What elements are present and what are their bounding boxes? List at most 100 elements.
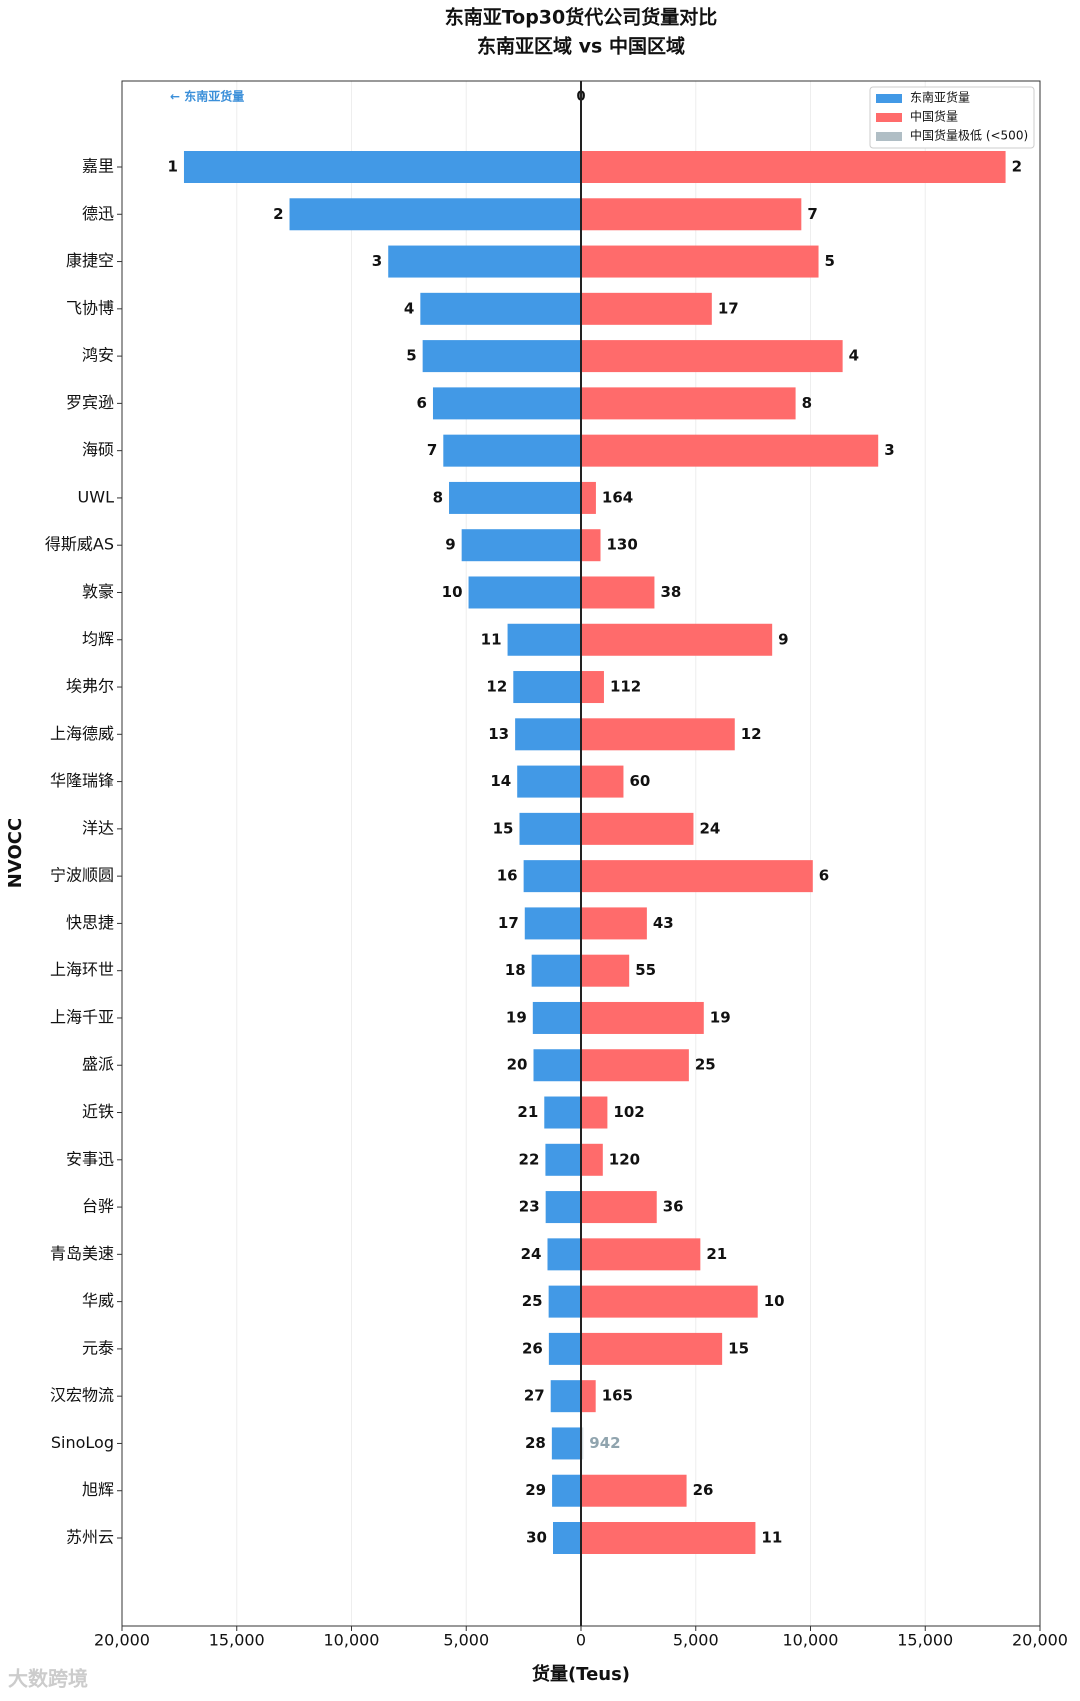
rank-label: 19 <box>710 1008 731 1026</box>
rank-label: 8 <box>433 488 443 506</box>
rank-label: 942 <box>589 1434 620 1452</box>
y-tick-label: 元泰 <box>82 1338 114 1357</box>
rank-label: 21 <box>706 1245 727 1263</box>
rank-label: 24 <box>521 1245 542 1263</box>
bar <box>547 1238 581 1271</box>
y-tick-label: 安事迅 <box>66 1149 114 1168</box>
legend-swatch <box>876 94 902 103</box>
rank-label: 16 <box>497 867 518 885</box>
rank-label: 17 <box>718 299 739 317</box>
y-tick-label: 海硕 <box>82 440 114 459</box>
bar <box>532 1001 581 1034</box>
rank-label: 36 <box>663 1198 684 1216</box>
rank-label: 120 <box>609 1150 640 1168</box>
rank-label: 18 <box>505 961 526 979</box>
rank-label: 4 <box>849 347 859 365</box>
x-tick-label: 0 <box>576 1631 586 1650</box>
y-tick-label: 罗宾逊 <box>66 393 114 412</box>
rank-label: 27 <box>524 1387 545 1405</box>
bar <box>513 671 581 704</box>
bar <box>289 198 581 231</box>
y-tick-label: 埃弗尔 <box>66 677 114 696</box>
rank-label: 112 <box>610 678 641 696</box>
y-tick-label: 快思捷 <box>66 913 114 932</box>
rank-label: 25 <box>695 1056 716 1074</box>
x-tick-label: 20,000 <box>1012 1631 1068 1650</box>
bar <box>581 623 773 656</box>
x-tick-label: 5,000 <box>673 1631 719 1650</box>
rank-label: 165 <box>602 1387 633 1405</box>
bar <box>422 340 581 373</box>
rank-label: 13 <box>488 725 509 743</box>
bar <box>581 1427 584 1460</box>
rank-label: 55 <box>635 961 656 979</box>
bar <box>545 1143 581 1176</box>
rank-label: 10 <box>764 1292 785 1310</box>
rank-label: 14 <box>490 772 511 790</box>
bar <box>183 151 581 183</box>
watermark: 大数跨境 <box>8 1667 88 1691</box>
y-tick-label: 洋达 <box>82 818 114 837</box>
y-tick-label: 苏州云 <box>66 1528 114 1547</box>
chart-title: 东南亚Top30货代公司货量对比 <box>445 6 718 29</box>
rank-label: 9 <box>778 630 788 648</box>
bar <box>553 1522 581 1554</box>
bar <box>548 1332 581 1365</box>
rank-label: 25 <box>522 1292 543 1310</box>
bar <box>581 292 712 325</box>
bar <box>581 954 630 987</box>
y-tick-label: 飞协博 <box>66 298 114 317</box>
bar <box>388 245 581 278</box>
bar <box>515 718 581 751</box>
rank-label: 43 <box>653 914 674 932</box>
bar <box>581 1238 701 1271</box>
rank-label: 2 <box>1012 158 1022 176</box>
bar <box>468 576 581 609</box>
x-axis-label: 货量(Teus) <box>532 1663 630 1685</box>
y-tick-label: 近铁 <box>82 1102 114 1121</box>
rank-label: 130 <box>607 536 638 554</box>
rank-label: 8 <box>802 394 812 412</box>
rank-label: 15 <box>728 1339 749 1357</box>
y-tick-label: 华威 <box>82 1291 114 1310</box>
rank-label: 28 <box>525 1434 546 1452</box>
rank-label: 15 <box>493 819 514 837</box>
rank-label: 3 <box>372 252 382 270</box>
bar <box>581 1522 756 1554</box>
legend-swatch <box>876 132 902 141</box>
bar <box>581 1332 723 1365</box>
legend-label: 东南亚货量 <box>910 90 970 105</box>
rank-label: 164 <box>602 488 633 506</box>
bar <box>581 151 1006 183</box>
bar <box>548 1285 581 1318</box>
rank-label: 12 <box>486 678 507 696</box>
y-tick-label: 嘉里 <box>82 157 114 176</box>
rank-label: 60 <box>629 772 650 790</box>
y-tick-label: 盛派 <box>82 1055 114 1074</box>
annotation: ← 东南亚货量 <box>170 89 244 104</box>
bar <box>420 292 581 325</box>
bar <box>581 245 819 278</box>
rank-label: 26 <box>522 1339 543 1357</box>
y-tick-label: 均辉 <box>82 629 114 648</box>
x-tick-label: 20,000 <box>94 1631 150 1650</box>
y-tick-label: 鸿安 <box>82 346 114 365</box>
rank-label: 29 <box>525 1481 546 1499</box>
bar <box>449 481 581 514</box>
bar <box>524 907 581 940</box>
bar <box>581 860 813 893</box>
y-tick-label: 康捷空 <box>66 251 114 270</box>
y-tick-label: SinoLog <box>51 1433 114 1452</box>
rank-label: 2 <box>273 205 283 223</box>
bar <box>581 1474 687 1507</box>
y-tick-label: 汉宏物流 <box>50 1386 114 1405</box>
rank-label: 11 <box>481 630 502 648</box>
x-tick-label: 10,000 <box>783 1631 839 1650</box>
bar <box>519 812 581 845</box>
y-tick-label: 德迅 <box>82 204 114 223</box>
y-tick-label: 宁波顺圆 <box>50 866 114 885</box>
rank-label: 30 <box>526 1529 547 1547</box>
legend-box <box>869 86 1035 149</box>
